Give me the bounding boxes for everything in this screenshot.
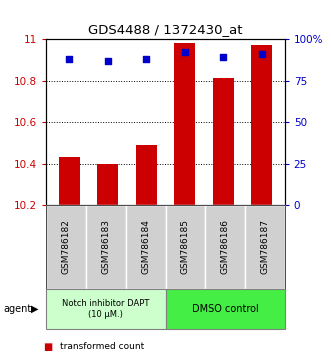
Point: [144, 56, 149, 62]
Text: GSM786184: GSM786184: [141, 219, 150, 274]
Text: GSM786187: GSM786187: [260, 219, 269, 274]
Bar: [59, 158, 80, 205]
Text: GSM786182: GSM786182: [62, 219, 71, 274]
Text: ■: ■: [43, 342, 52, 352]
Point: [182, 50, 187, 55]
Point: [105, 58, 111, 63]
Text: Notch inhibitor DAPT
(10 μM.): Notch inhibitor DAPT (10 μM.): [62, 299, 150, 319]
Point: [220, 55, 226, 60]
Text: ▶: ▶: [31, 304, 39, 314]
Text: DMSO control: DMSO control: [192, 304, 259, 314]
Text: GSM786185: GSM786185: [181, 219, 190, 274]
Bar: [97, 164, 118, 205]
Text: agent: agent: [3, 304, 31, 314]
Bar: [213, 79, 234, 205]
Text: GSM786183: GSM786183: [101, 219, 111, 274]
Point: [259, 51, 264, 57]
Bar: [136, 145, 157, 205]
Bar: [251, 45, 272, 205]
Text: GSM786186: GSM786186: [220, 219, 230, 274]
Point: [67, 56, 72, 62]
Title: GDS4488 / 1372430_at: GDS4488 / 1372430_at: [88, 23, 243, 36]
Bar: [174, 43, 195, 205]
Text: transformed count: transformed count: [60, 342, 144, 352]
